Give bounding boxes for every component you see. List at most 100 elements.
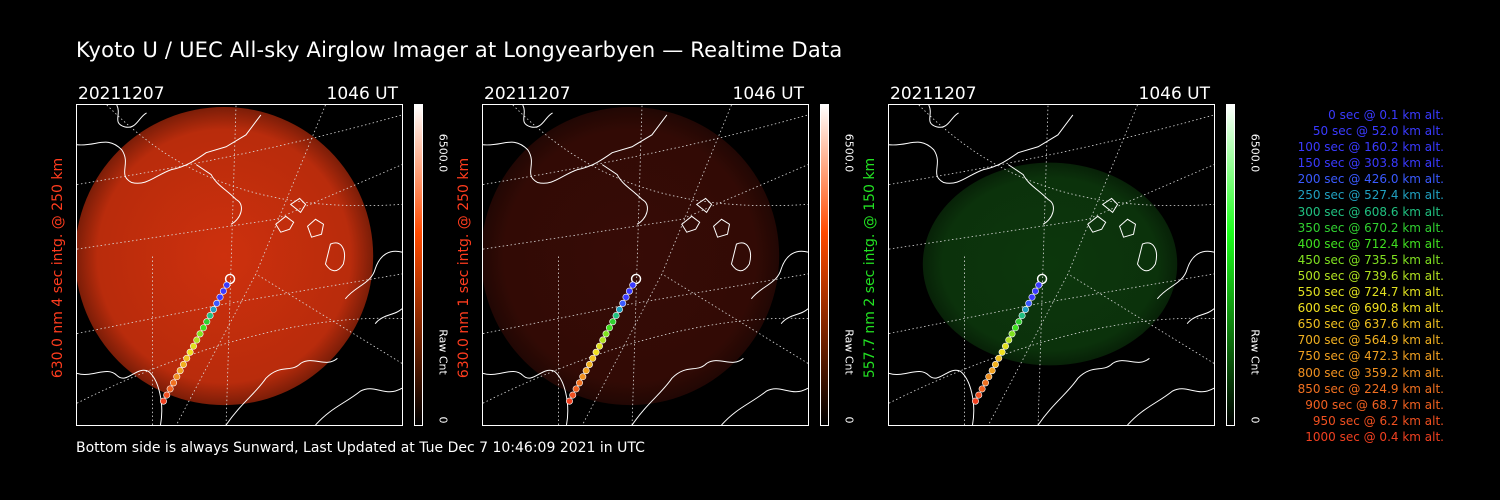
legend-row: 250 sec @ 527.4 km alt. xyxy=(1297,188,1444,203)
colorbar-unit-label-text: Raw Cnt xyxy=(842,329,856,375)
trajectory-point xyxy=(166,385,174,393)
legend-row: 550 sec @ 724.7 km alt. xyxy=(1297,285,1444,300)
legend-row: 700 sec @ 564.9 km alt. xyxy=(1297,333,1444,348)
colorbar-unit-label: Raw Cnt xyxy=(436,312,450,392)
trajectory-point xyxy=(1005,336,1013,344)
trajectory-point xyxy=(1028,293,1036,301)
wavelength-label-text: 557.7 nm 2 sec intg. @ 150 km xyxy=(862,157,878,379)
trajectory-point xyxy=(985,373,993,381)
trajectory-point xyxy=(223,281,231,289)
trajectory-point xyxy=(565,397,573,405)
trajectory-point xyxy=(625,287,633,295)
colorbar xyxy=(1226,104,1235,426)
colorbar-unit-label-text: Raw Cnt xyxy=(1248,329,1262,375)
colorbar xyxy=(414,104,423,426)
trajectory-point xyxy=(1018,312,1026,320)
legend-row: 900 sec @ 68.7 km alt. xyxy=(1305,397,1444,412)
trajectory-point xyxy=(1031,287,1039,295)
panel-time: 1046 UT xyxy=(326,84,399,104)
trajectory-point xyxy=(203,318,211,326)
trajectory-point xyxy=(596,342,603,350)
legend-row: 0 sec @ 0.1 km alt. xyxy=(1328,108,1444,122)
imager-panel-1: 20211207 1046 UT 630.0 nm 4 sec intg. @ 25… xyxy=(50,84,466,430)
legend-row: 100 sec @ 160.2 km alt. xyxy=(1297,140,1444,155)
legend-row: 650 sec @ 637.6 km alt. xyxy=(1297,317,1444,332)
trajectory-point xyxy=(179,360,187,368)
trajectory-point xyxy=(1002,342,1009,350)
trajectory-point xyxy=(988,367,996,375)
legend-row: 450 sec @ 735.5 km alt. xyxy=(1297,252,1444,267)
trajectory-point xyxy=(190,342,197,350)
trajectory-point xyxy=(622,293,630,301)
trajectory-point xyxy=(971,397,979,405)
panel-date: 20211207 xyxy=(484,84,571,104)
colorbar-max-label: 6500.0 xyxy=(436,98,450,208)
colorbar xyxy=(820,104,829,426)
legend-row: 800 sec @ 359.2 km alt. xyxy=(1297,365,1444,380)
colorbar-min-label-text: 0 xyxy=(842,416,856,424)
trajectory-legend: 0 sec @ 0.1 km alt. 50 sec @ 52.0 km alt.… xyxy=(1262,107,1444,445)
legend-row: 1000 sec @ 0.4 km alt. xyxy=(1305,429,1444,444)
trajectory-point xyxy=(592,348,600,356)
trajectory-point xyxy=(1011,324,1019,332)
colorbar-unit-label-text: Raw Cnt xyxy=(436,329,450,375)
panel-wavelength-label: 630.0 nm 1 sec intg. @ 250 km xyxy=(454,108,474,428)
airglow-disc xyxy=(922,162,1178,366)
colorbar-min-label-text: 0 xyxy=(436,416,450,424)
trajectory-point xyxy=(1015,318,1023,326)
trajectory-point xyxy=(1021,306,1029,314)
trajectory-point xyxy=(975,391,983,399)
trajectory-point xyxy=(159,397,167,405)
legend-row: 350 sec @ 670.2 km alt. xyxy=(1297,220,1444,235)
imager-panel-3: 20211207 1046 UT 557.7 nm 2 sec intg. @ 15… xyxy=(862,84,1278,430)
trajectory-point xyxy=(196,330,204,338)
trajectory-point xyxy=(619,299,627,307)
trajectory-point xyxy=(991,360,999,368)
trajectory-point xyxy=(206,312,214,320)
legend-row: 750 sec @ 472.3 km alt. xyxy=(1297,349,1444,364)
allsky-image xyxy=(76,104,403,426)
trajectory-point xyxy=(630,273,642,285)
legend-row: 300 sec @ 608.6 km alt. xyxy=(1297,204,1444,219)
legend-row: 400 sec @ 712.4 km alt. xyxy=(1297,236,1444,251)
panel-wavelength-label: 630.0 nm 4 sec intg. @ 250 km xyxy=(48,108,68,428)
colorbar-max-label: 6500.0 xyxy=(842,98,856,208)
legend-row: 500 sec @ 739.6 km alt. xyxy=(1297,268,1444,283)
page-title: Kyoto U / UEC All-sky Airglow Imager at … xyxy=(76,38,843,62)
trajectory-point xyxy=(629,281,637,289)
trajectory-point xyxy=(579,373,587,381)
colorbar-min-label-text: 0 xyxy=(1248,416,1262,424)
trajectory-point xyxy=(216,293,224,301)
trajectory-point xyxy=(576,379,583,387)
trajectory-point xyxy=(609,318,617,326)
trajectory-point xyxy=(219,287,227,295)
panel-time: 1046 UT xyxy=(732,84,805,104)
trajectory-point xyxy=(193,336,201,344)
legend-row: 50 sec @ 52.0 km alt. xyxy=(1312,124,1444,139)
allsky-image xyxy=(482,104,809,426)
trajectory-point xyxy=(183,354,191,362)
trajectory-point xyxy=(569,391,577,399)
panel-date: 20211207 xyxy=(78,84,165,104)
trajectory-point xyxy=(1035,281,1043,289)
legend-row: 950 sec @ 6.2 km alt. xyxy=(1312,413,1444,428)
trajectory-point xyxy=(163,391,171,399)
trajectory-point xyxy=(978,385,986,393)
colorbar-unit-label: Raw Cnt xyxy=(842,312,856,392)
trajectory-point xyxy=(612,312,620,320)
trajectory-point xyxy=(615,306,623,314)
panel-wavelength-label: 557.7 nm 2 sec intg. @ 150 km xyxy=(860,108,880,428)
panel-date: 20211207 xyxy=(890,84,977,104)
imager-panel-2: 20211207 1046 UT 630.0 nm 1 sec intg. @ 25… xyxy=(456,84,872,430)
trajectory-point xyxy=(998,348,1006,356)
trajectory-point xyxy=(1025,299,1033,307)
trajectory-point xyxy=(213,299,221,307)
trajectory-point xyxy=(585,360,593,368)
allsky-image xyxy=(888,104,1215,426)
trajectory-point xyxy=(170,379,177,387)
trajectory-point xyxy=(224,273,236,285)
trajectory-point xyxy=(982,379,989,387)
colorbar-max-label-text: 6500.0 xyxy=(1248,133,1262,173)
colorbar-min-label: 0 xyxy=(842,410,856,430)
trajectory-point xyxy=(599,336,607,344)
